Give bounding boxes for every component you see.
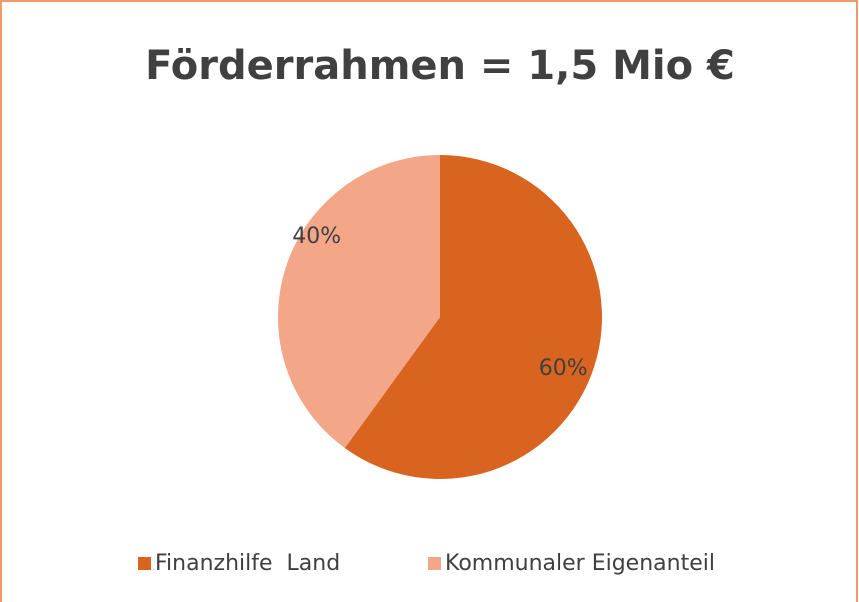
chart-title: Förderrahmen = 1,5 Mio € [145,43,735,89]
pie-slice [278,155,440,449]
data-label: 60% [539,356,588,381]
legend-label: Finanzhilfe Land [155,551,340,576]
pie-slice [344,155,602,480]
legend-label: Kommunaler Eigenanteil [445,551,715,576]
legend-swatch [138,557,151,570]
legend-swatch [428,557,441,570]
data-label: 40% [292,224,341,249]
